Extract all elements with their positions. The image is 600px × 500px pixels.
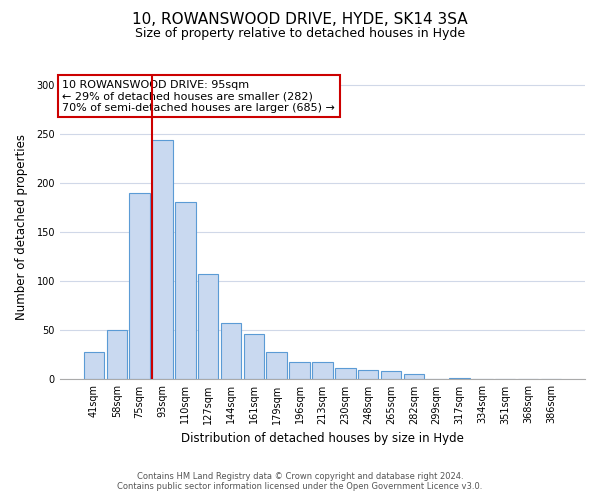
Bar <box>449 378 470 380</box>
Bar <box>289 362 310 380</box>
Bar <box>198 274 218 380</box>
Bar <box>175 202 196 380</box>
Bar <box>244 334 264 380</box>
Text: Size of property relative to detached houses in Hyde: Size of property relative to detached ho… <box>135 28 465 40</box>
Text: 10 ROWANSWOOD DRIVE: 95sqm
← 29% of detached houses are smaller (282)
70% of sem: 10 ROWANSWOOD DRIVE: 95sqm ← 29% of deta… <box>62 80 335 113</box>
Bar <box>152 140 173 380</box>
Text: Contains HM Land Registry data © Crown copyright and database right 2024.: Contains HM Land Registry data © Crown c… <box>137 472 463 481</box>
Text: Contains public sector information licensed under the Open Government Licence v3: Contains public sector information licen… <box>118 482 482 491</box>
Bar <box>130 193 150 380</box>
Bar <box>335 368 356 380</box>
Bar <box>83 352 104 380</box>
Bar <box>221 324 241 380</box>
Bar <box>107 330 127 380</box>
Bar <box>380 370 401 380</box>
Text: 10, ROWANSWOOD DRIVE, HYDE, SK14 3SA: 10, ROWANSWOOD DRIVE, HYDE, SK14 3SA <box>132 12 468 28</box>
Bar <box>358 370 379 380</box>
Bar <box>266 352 287 380</box>
Bar <box>404 374 424 380</box>
Bar <box>312 362 332 380</box>
Y-axis label: Number of detached properties: Number of detached properties <box>15 134 28 320</box>
X-axis label: Distribution of detached houses by size in Hyde: Distribution of detached houses by size … <box>181 432 464 445</box>
